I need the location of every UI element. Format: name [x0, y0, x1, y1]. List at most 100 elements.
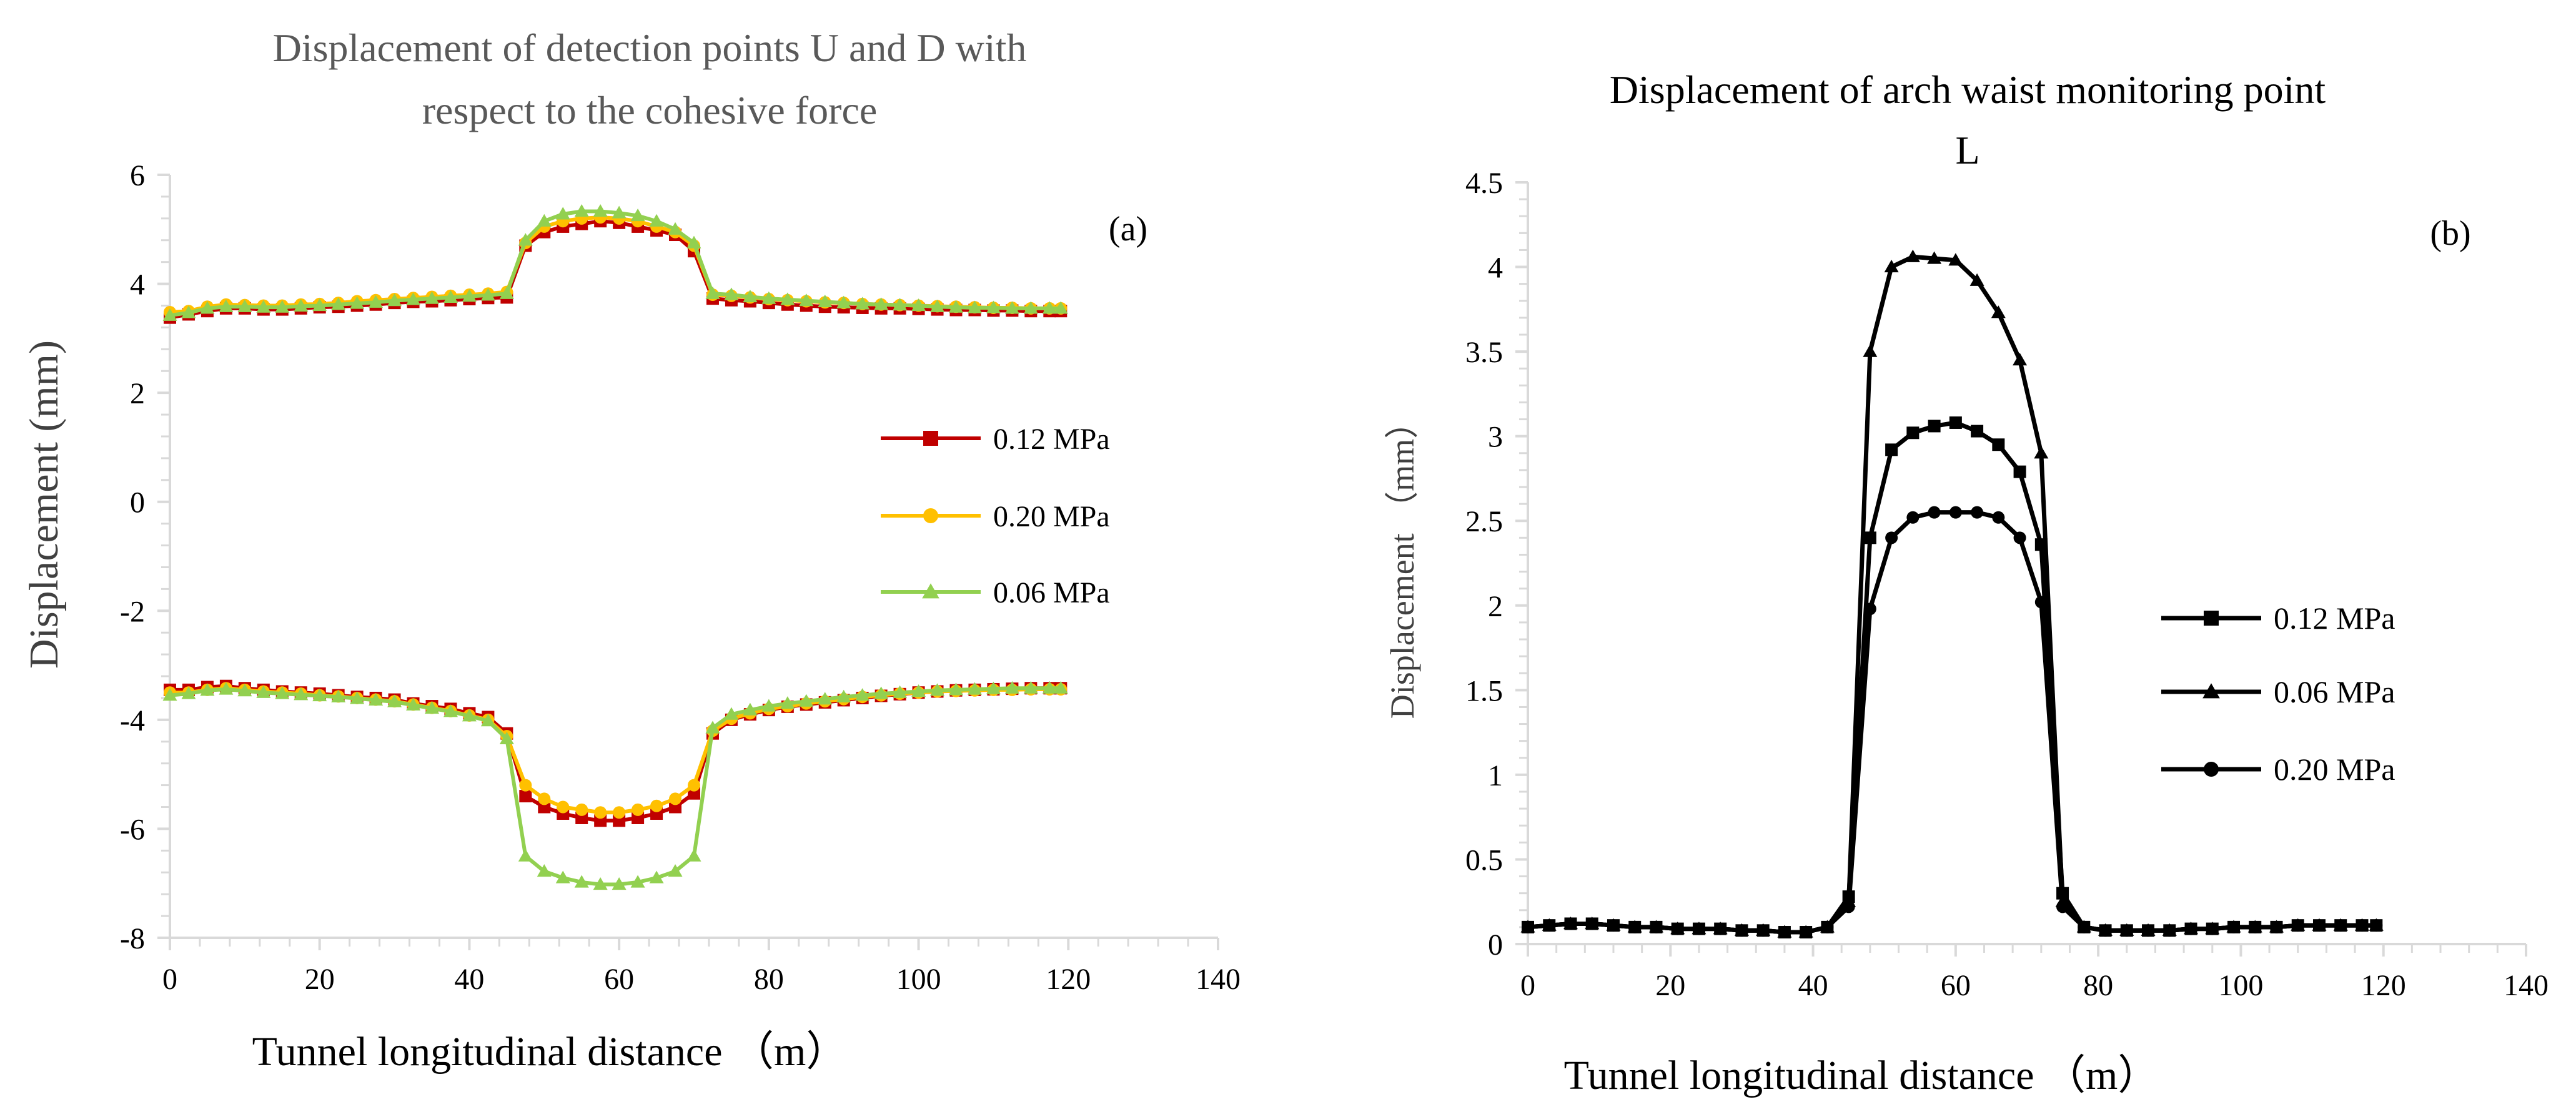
chart-a-data-point [594, 806, 607, 819]
chart-a-data-point [237, 299, 252, 312]
chart-a-title-line-2: respect to the cohesive force [422, 88, 878, 132]
chart-a-y-tick-label: -6 [120, 813, 145, 846]
chart-a-data-point [256, 685, 271, 698]
chart-a-data-point [181, 305, 196, 318]
chart-b-data-point [1906, 511, 1920, 524]
chart-a-data-point [986, 681, 1001, 694]
chart-a-data-point [1053, 301, 1068, 314]
chart-a-y-tick-label: -2 [120, 595, 145, 628]
chart-a-x-tick-label: 0 [162, 963, 177, 996]
chart-b-legend-label: 0.20 MPa [2274, 752, 2395, 787]
chart-b-data-point [1543, 919, 1556, 932]
chart-a-data-point [1023, 681, 1038, 694]
chart-a-data-point [538, 792, 551, 805]
chart-a-data-point [612, 205, 627, 219]
chart-a-data-point [312, 688, 327, 702]
chart-b-data-point [1992, 438, 2005, 451]
chart-a-data-point [462, 289, 477, 302]
chart-a-data-point [1053, 681, 1068, 694]
chart-b-data-point [2227, 920, 2241, 933]
chart-b-data-point [1885, 531, 1898, 544]
chart-b-x-tick-label: 140 [2504, 969, 2549, 1002]
chart-a-data-point [724, 287, 739, 300]
chart-b-data-point [2120, 924, 2133, 937]
chart-a-data-point [668, 864, 683, 877]
chart-a-legend-marker [922, 583, 939, 599]
chart-a-data-point [724, 707, 739, 720]
chart-a-x-tick-label: 40 [454, 963, 484, 996]
chart-b-data-point [1927, 251, 1942, 264]
chart-b-y-tick-label: 1.5 [1465, 674, 1503, 707]
chart-a-data-point [593, 204, 608, 217]
chart-a-data-point [574, 204, 589, 217]
chart-b-data-point [1928, 506, 1941, 519]
chart-b-data-point [2099, 924, 2112, 937]
chart-a-y-tick-label: 4 [130, 268, 145, 302]
chart-a-legend-label: 0.12 MPa [993, 423, 1110, 456]
chart-b-data-point [1863, 603, 1876, 616]
chart-a-data-point [893, 685, 908, 698]
chart-b-y-tick-label: 4.5 [1465, 167, 1503, 200]
chart-a-data-point [613, 806, 626, 819]
chart-b-data-point [1948, 253, 1963, 266]
chart-b-data-point [1522, 920, 1534, 933]
chart-a-data-point [537, 864, 552, 877]
chart-a-data-point [518, 233, 533, 246]
chart-b-data-point [1971, 425, 1984, 438]
chart-b-data-point [2163, 924, 2176, 937]
chart-a-data-point [949, 300, 963, 313]
chart-b-data-point [1884, 260, 1899, 273]
chart-b-data-point [2013, 531, 2026, 544]
chart-a-data-point [200, 683, 215, 696]
chart-a-data-point [480, 288, 495, 301]
chart-a-data-point [855, 688, 870, 701]
chart-b-panel-label: (b) [2430, 214, 2470, 253]
chart-a-series [162, 204, 1068, 890]
chart-b-data-point [2078, 920, 2091, 933]
chart-a-data-point [462, 709, 477, 722]
chart-a-data-point [443, 290, 458, 303]
chart-b-data-point [2142, 924, 2155, 937]
chart-a-x-tick-label: 20 [305, 963, 335, 996]
chart-a-x-tick-label: 120 [1046, 963, 1091, 996]
chart-b-data-point [2370, 919, 2383, 932]
chart-a-data-point [650, 799, 663, 812]
chart-a-legend-marker [923, 431, 938, 446]
chart-a-data-point [557, 800, 570, 814]
chart-a-data-point [780, 696, 795, 709]
chart-a-data-point [668, 222, 683, 235]
chart-b-legend-item: 0.12 MPa [2161, 601, 2395, 636]
chart-a-title-line-1: Displacement of detection points U and D… [273, 26, 1027, 70]
chart-b-data-point [1991, 305, 2006, 318]
chart-b-legend-item: 0.20 MPa [2161, 752, 2395, 787]
chart-a-data-point [519, 779, 532, 792]
chart-b-data-point [1650, 920, 1663, 933]
chart-b-data-point [1714, 922, 1727, 935]
chart-b-data-point [2249, 920, 2262, 933]
chart-a-data-point [967, 682, 982, 695]
chart-b-data-point [1778, 926, 1791, 939]
chart-b-y-axis-label: Displacement （mm） [1384, 405, 1421, 719]
chart-b-legend-marker [2202, 683, 2220, 699]
chart-a-x-tick-label: 100 [896, 963, 941, 996]
chart-a-x-tick-label: 140 [1196, 963, 1241, 996]
chart-b-x-tick-label: 40 [1798, 969, 1828, 1002]
chart-a-data-point [369, 692, 384, 706]
chart-a-data-point [818, 294, 833, 308]
chart-b-title-line-2: L [1955, 128, 1979, 172]
chart-b-y-tick-label: 3 [1488, 421, 1503, 454]
chart-b-data-point [2034, 596, 2048, 609]
chart-b-data-point [1564, 917, 1577, 930]
chart-a-data-point [761, 699, 776, 712]
chart-a-legend-item: 0.20 MPa [881, 500, 1110, 533]
chart-a-data-point [818, 692, 833, 705]
chart-b-data-point [1756, 924, 1770, 937]
chart-b-data-point [2334, 919, 2347, 932]
chart-a-data-point [575, 803, 588, 816]
chart-a-data-point [425, 701, 439, 714]
chart-a-data-point [219, 299, 234, 312]
chart-b-data-point [2034, 446, 2049, 459]
chart-a-data-point [649, 870, 664, 883]
chart-a-data-point [705, 286, 720, 299]
chart-a-data-point [369, 295, 384, 308]
